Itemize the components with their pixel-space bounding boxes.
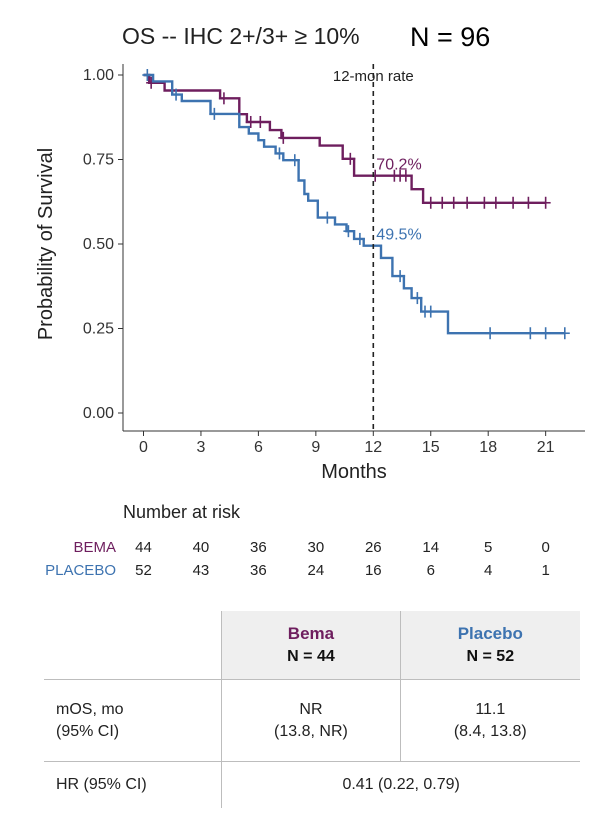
y-tick-label: 0.00 bbox=[83, 405, 114, 422]
axes: 0.00 0.25 0.50 0.75 1.00 0 3 6 9 12 15 18 21 bbox=[83, 64, 585, 456]
summary-header-row: Bema N = 44 Placebo N = 52 bbox=[44, 611, 580, 680]
risk-count: 30 bbox=[307, 539, 325, 556]
chart-title: OS -- IHC 2+/3+ ≥ 10% bbox=[122, 23, 360, 49]
km-chart: OS -- IHC 2+/3+ ≥ 10% N = 96 Probability… bbox=[35, 22, 585, 483]
risk-count: 36 bbox=[250, 539, 267, 556]
risk-count: 52 bbox=[135, 562, 152, 579]
y-tick-label: 0.50 bbox=[83, 236, 114, 253]
placebo-mos-ci: (8.4, 13.8) bbox=[453, 722, 527, 740]
mos-label-cell: mOS, mo (95% CI) bbox=[44, 679, 222, 762]
placebo-column-n: N = 52 bbox=[466, 648, 515, 665]
mos-label: mOS, mo bbox=[56, 700, 124, 718]
bema-column-name: Bema bbox=[287, 624, 335, 643]
chart-sample-size: N = 96 bbox=[410, 22, 490, 52]
placebo-mos-cell: 11.1 (8.4, 13.8) bbox=[399, 679, 580, 762]
x-tick-label: 21 bbox=[537, 439, 555, 456]
bema-mos-ci: (13.8, NR) bbox=[274, 722, 348, 740]
risk-count: 0 bbox=[541, 539, 550, 556]
risk-count: 14 bbox=[422, 539, 440, 556]
risk-count: 6 bbox=[426, 562, 435, 579]
risk-count: 4 bbox=[484, 562, 493, 579]
x-tick-label: 12 bbox=[364, 439, 382, 456]
series-layer: 70.2% 49.5% bbox=[142, 69, 570, 340]
placebo-column-name: Placebo bbox=[457, 624, 523, 643]
x-tick-label: 15 bbox=[422, 439, 440, 456]
hr-label: HR (95% CI) bbox=[44, 761, 222, 808]
bema-header-cell: Bema N = 44 bbox=[221, 611, 401, 680]
hr-row: HR (95% CI) 0.41 (0.22, 0.79) bbox=[44, 761, 580, 808]
y-tick-label: 0.25 bbox=[83, 321, 114, 338]
bema-12-month-rate-label: 70.2% bbox=[376, 157, 421, 174]
x-tick-label: 6 bbox=[254, 439, 263, 456]
risk-count: 40 bbox=[192, 539, 210, 556]
risk-row-label: BEMA bbox=[73, 539, 116, 556]
number-at-risk-title: Number at risk bbox=[123, 502, 241, 522]
x-axis-label: Months bbox=[321, 461, 387, 483]
mos-row: mOS, mo (95% CI) NR (13.8, NR) 11.1 (8.4… bbox=[44, 679, 580, 762]
placebo-mos-value: 11.1 bbox=[475, 700, 506, 718]
risk-count: 5 bbox=[484, 539, 493, 556]
risk-count: 24 bbox=[307, 562, 325, 579]
risk-count: 44 bbox=[135, 539, 152, 556]
placebo-12-month-rate-label: 49.5% bbox=[376, 227, 421, 244]
y-axis-label: Probability of Survival bbox=[35, 148, 57, 340]
risk-count: 16 bbox=[364, 562, 382, 579]
risk-count: 26 bbox=[364, 539, 382, 556]
summary-table: Bema N = 44 Placebo N = 52 mOS, mo (95% … bbox=[44, 611, 580, 808]
y-tick-label: 1.00 bbox=[83, 67, 114, 84]
risk-count: 36 bbox=[250, 562, 267, 579]
hr-value: 0.41 (0.22, 0.79) bbox=[221, 761, 580, 808]
risk-row-bema: BEMA 44 40 36 30 26 14 5 0 bbox=[0, 539, 616, 561]
risk-count: 43 bbox=[192, 562, 210, 579]
x-tick-label: 9 bbox=[311, 439, 320, 456]
bema-survival-curve bbox=[143, 73, 546, 204]
x-tick-label: 0 bbox=[139, 439, 148, 456]
bema-column-n: N = 44 bbox=[287, 648, 335, 665]
risk-row-placebo: PLACEBO 52 43 36 24 16 6 4 1 bbox=[0, 562, 616, 584]
annotation-layer: 12-mon rate bbox=[333, 64, 414, 431]
summary-corner-cell bbox=[44, 611, 222, 680]
reference-line-label: 12-mon rate bbox=[333, 68, 414, 85]
y-tick-label: 0.75 bbox=[83, 152, 114, 169]
placebo-survival-curve bbox=[143, 73, 565, 335]
risk-row-label: PLACEBO bbox=[45, 562, 116, 579]
bema-mos-cell: NR (13.8, NR) bbox=[221, 679, 401, 762]
x-tick-label: 3 bbox=[196, 439, 205, 456]
placebo-header-cell: Placebo N = 52 bbox=[399, 611, 580, 680]
risk-count: 1 bbox=[541, 562, 550, 579]
x-tick-label: 18 bbox=[479, 439, 497, 456]
bema-mos-value: NR bbox=[299, 700, 323, 718]
mos-ci-label: (95% CI) bbox=[56, 722, 120, 740]
